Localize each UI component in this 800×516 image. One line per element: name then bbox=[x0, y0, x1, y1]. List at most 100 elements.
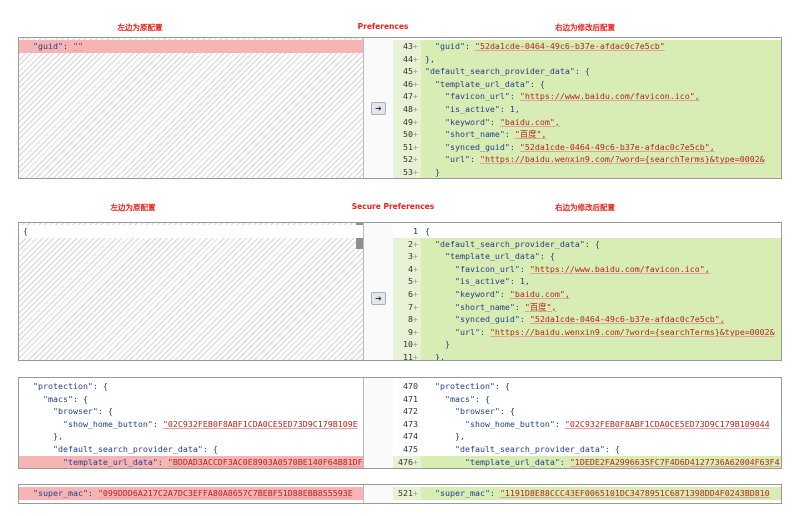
code-line: "macs": { bbox=[421, 392, 781, 406]
code-string: "https://baidu.wenxin9.com/?word={search… bbox=[489, 326, 775, 337]
line-number: 9+ bbox=[393, 325, 421, 339]
line-number-text: 474 bbox=[403, 431, 418, 442]
code-key: }, bbox=[23, 431, 63, 442]
line-number-text: 8 bbox=[408, 314, 413, 325]
code-line: { bbox=[19, 225, 363, 238]
diff-panel: "super_mac": "099DDD6A217C2A7DC3EFFA80A8… bbox=[18, 484, 782, 504]
line-number: 10+ bbox=[393, 338, 421, 351]
left-label: 左边为原配置 bbox=[117, 23, 163, 32]
code-line: { bbox=[421, 225, 781, 238]
gutter bbox=[363, 378, 395, 468]
code-key: "synced_guid": bbox=[425, 141, 520, 152]
code-key: "browser": { bbox=[425, 406, 515, 417]
code-line: "super_mac": "1191D8E88CCC43EF0065101DC3… bbox=[421, 487, 781, 500]
code-string: "" bbox=[72, 41, 83, 51]
code-key: "guid": bbox=[425, 41, 475, 51]
line-number-text: 49 bbox=[403, 116, 413, 127]
code-line: "default_search_provider_data": { bbox=[19, 443, 363, 456]
code-line: "url": "https://baidu.wenxin9.com/?word=… bbox=[421, 325, 781, 339]
line-number: 476+ bbox=[393, 455, 421, 468]
code-key: "template_url_data": bbox=[23, 456, 168, 467]
code-key: "protection": { bbox=[425, 381, 510, 391]
code-line: "keyword": "baidu.com", bbox=[421, 115, 781, 129]
code-line: "synced_guid": "52da1cde-0464-49c6-b37e-… bbox=[421, 313, 781, 326]
code-string: "52da1cde-0464-49c6-b37e-afdac0c7e5cb", bbox=[519, 141, 715, 152]
added-marker: + bbox=[413, 141, 418, 152]
line-number: 8+ bbox=[393, 313, 421, 326]
code-key: "show_home_button": bbox=[23, 418, 163, 429]
code-key: "keyword": bbox=[425, 289, 510, 299]
code-string: "02C932FEB0F8ABF1CDA0CE5ED73D9C179B10904… bbox=[564, 418, 770, 429]
gutter: ➔ bbox=[363, 223, 395, 360]
line-number: 49+ bbox=[393, 115, 421, 129]
code-line: "default_search_provider_data": { bbox=[421, 443, 781, 456]
gutter bbox=[363, 485, 395, 503]
added-marker: + bbox=[413, 456, 418, 467]
code-line: "favicon_url": "https://www.baidu.com/fa… bbox=[421, 262, 781, 276]
merge-button[interactable]: ➔ bbox=[371, 102, 386, 115]
code-line: "super_mac": "099DDD6A217C2A7DC3EFFA80A8… bbox=[19, 487, 363, 500]
code-key: "url": bbox=[425, 326, 490, 337]
line-number-text: 45 bbox=[403, 66, 413, 77]
line-number: 474 bbox=[393, 430, 421, 443]
code-line: "url": "https://baidu.wenxin9.com/?word=… bbox=[421, 153, 781, 166]
code-key: "guid": bbox=[23, 41, 73, 51]
code-line: "macs": { bbox=[19, 392, 363, 406]
added-marker: + bbox=[413, 167, 418, 177]
code-key: "is_active": 1, bbox=[425, 276, 530, 287]
code-line: "favicon_url": "https://www.baidu.com/fa… bbox=[421, 90, 781, 103]
code-key: "browser": { bbox=[23, 406, 113, 417]
line-numbers: 470 471 472 473 474 475 476+ bbox=[393, 378, 421, 468]
line-number: 2+ bbox=[393, 237, 421, 251]
merge-button[interactable]: ➔ bbox=[371, 292, 386, 305]
diff-panel: "guid": "" ➔ 43+ 44+ 45+ 46+ 47+ 48+ 49+ 50+ 51+ 52… bbox=[18, 37, 782, 179]
line-number-text: 53 bbox=[403, 167, 413, 177]
right-pane: "guid": "52da1cde-0464-49c6-b37e-afdac0c… bbox=[421, 38, 781, 178]
line-number-text: 43 bbox=[403, 41, 413, 51]
code-key: "template_url_data": { bbox=[425, 251, 555, 262]
line-number: 473 bbox=[393, 417, 421, 431]
line-number: 6+ bbox=[393, 288, 421, 301]
panel-title: Preferences bbox=[357, 22, 409, 31]
code-string: "1DEDE2FA2996635FC7F4D6D4127736A62004F63… bbox=[569, 456, 780, 467]
code-string: "baidu.com", bbox=[509, 289, 570, 299]
added-marker: + bbox=[413, 352, 418, 360]
line-number: 43+ bbox=[393, 40, 421, 53]
code-key: "default_search_provider_data": { bbox=[425, 238, 600, 249]
added-marker: + bbox=[413, 78, 418, 89]
line-number-text: 1 bbox=[413, 226, 418, 236]
added-marker: + bbox=[413, 339, 418, 350]
line-number: 51+ bbox=[393, 140, 421, 154]
right-pane: "protection": { "macs": { "browser": { "… bbox=[421, 378, 781, 468]
code-string: "https://baidu.wenxin9.com/?word={search… bbox=[479, 154, 765, 165]
line-number-text: 9 bbox=[408, 326, 413, 337]
line-number: 5+ bbox=[393, 275, 421, 288]
added-marker: + bbox=[413, 41, 418, 51]
added-marker: + bbox=[413, 91, 418, 102]
code-line: "is_active": 1, bbox=[421, 103, 781, 116]
code-key: "favicon_url": bbox=[425, 91, 520, 102]
code-key: "short_name": bbox=[425, 301, 525, 312]
right-pane: { "default_search_provider_data": { "tem… bbox=[421, 223, 781, 360]
left-label: 左边为原配置 bbox=[110, 203, 156, 212]
code-line: "guid": "52da1cde-0464-49c6-b37e-afdac0c… bbox=[421, 40, 781, 53]
code-string: "百度", bbox=[524, 301, 557, 312]
code-key: { bbox=[23, 226, 28, 236]
line-number-text: 5 bbox=[408, 276, 413, 287]
added-marker: + bbox=[413, 276, 418, 287]
line-number: 3+ bbox=[393, 250, 421, 263]
added-marker: + bbox=[413, 53, 418, 64]
code-line: } bbox=[421, 166, 781, 178]
code-line: "is_active": 1, bbox=[421, 275, 781, 288]
code-key: }, bbox=[425, 431, 465, 442]
code-key: "short_name": bbox=[425, 129, 515, 140]
code-key: "default_search_provider_data": { bbox=[23, 444, 218, 454]
line-numbers: 1 2+ 3+ 4+ 5+ 6+ 7+ 8+ 9+ 10+ 11+ bbox=[393, 223, 421, 360]
added-marker: + bbox=[413, 238, 418, 249]
line-number: 471 bbox=[393, 392, 421, 406]
line-number: 53+ bbox=[393, 166, 421, 178]
line-number: 4+ bbox=[393, 262, 421, 276]
code-string: "1191D8E88CCC43EF0065101DC3478951C687139… bbox=[499, 488, 770, 498]
code-string: "099DDD6A217C2A7DC3EFFA80A8657C7BEBF51D8… bbox=[97, 488, 353, 498]
